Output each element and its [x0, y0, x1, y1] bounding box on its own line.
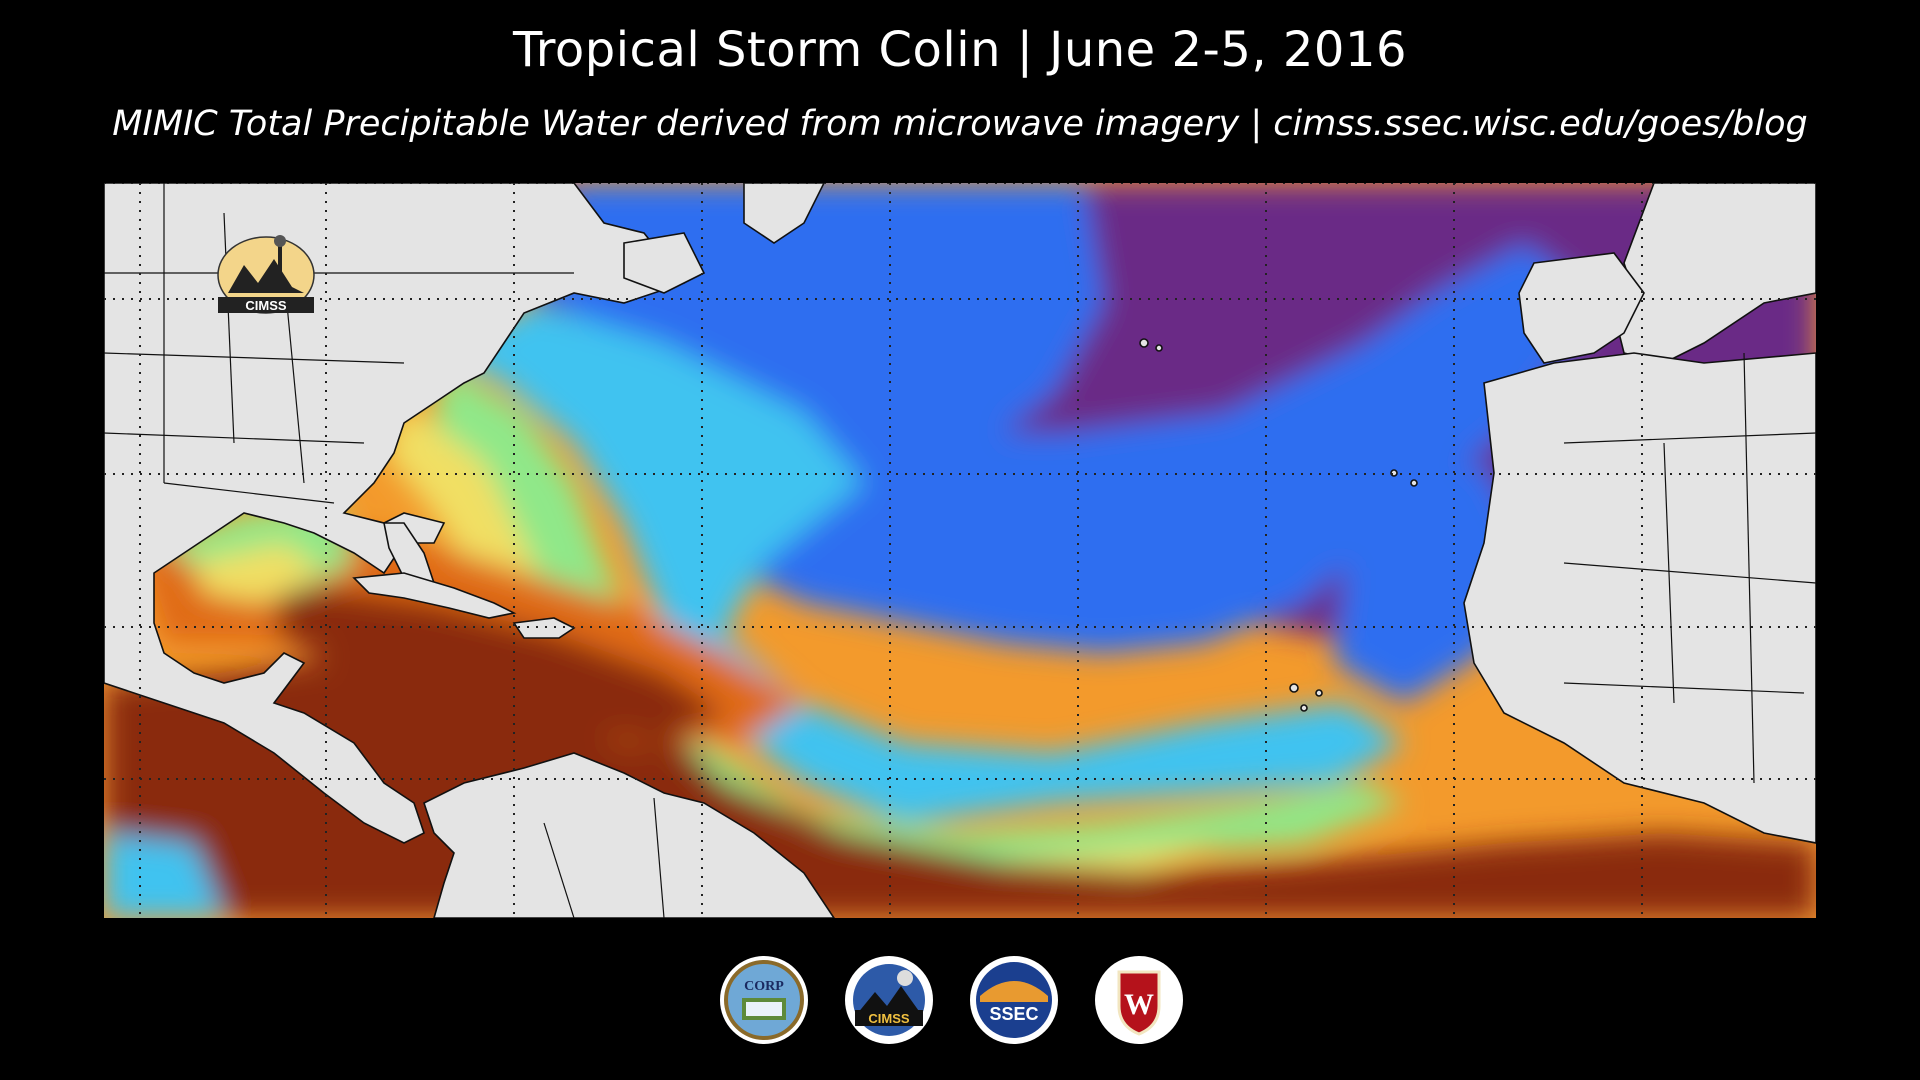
ssec-logo: SSEC [970, 956, 1058, 1044]
ssec-logo-icon: SSEC [976, 962, 1052, 1038]
north-america [104, 183, 686, 844]
cimss-watermark-text: CIMSS [245, 298, 287, 313]
greenland [743, 183, 825, 244]
uw-logo: W [1095, 956, 1183, 1044]
tpw-map-svg: CIMSS [104, 183, 1816, 918]
corp-logo-text: CORP [744, 979, 784, 994]
political-boundaries [104, 183, 1816, 918]
caribbean-deep-moisture [274, 583, 724, 743]
sponsor-logo-row: CORP CIMSS SSEC W [0, 956, 1920, 1044]
ssec-logo-text: SSEC [989, 1004, 1038, 1024]
cimss-watermark: CIMSS [217, 235, 315, 314]
uw-logo-text: W [1124, 988, 1154, 1021]
cimss-logo-text: CIMSS [868, 1011, 910, 1026]
cyan-band [444, 303, 1404, 823]
cimss-logo: CIMSS [845, 956, 933, 1044]
newfoundland [623, 232, 706, 294]
cimss-logo-icon: CIMSS [853, 964, 925, 1036]
cuba [352, 572, 517, 619]
hispaniola [512, 617, 576, 639]
tpw-map: CIMSS [104, 183, 1816, 918]
pacific-corner-cyan [104, 833, 224, 918]
africa [1463, 352, 1816, 844]
iberia [1518, 252, 1645, 364]
south-america [423, 752, 835, 918]
land-masses [104, 183, 1816, 918]
corp-logo: CORP [720, 956, 808, 1044]
uw-crest-icon: W [1117, 970, 1161, 1036]
page-title: Tropical Storm Colin | June 2-5, 2016 [512, 22, 1408, 78]
gulf-yellow [194, 543, 324, 603]
dry-airmass-blue-2 [684, 243, 1604, 653]
corp-logo-icon: CORP [724, 960, 804, 1040]
lat-lon-grid [104, 183, 1816, 918]
page-subtitle: MIMIC Total Precipitable Water derived f… [112, 104, 1808, 144]
